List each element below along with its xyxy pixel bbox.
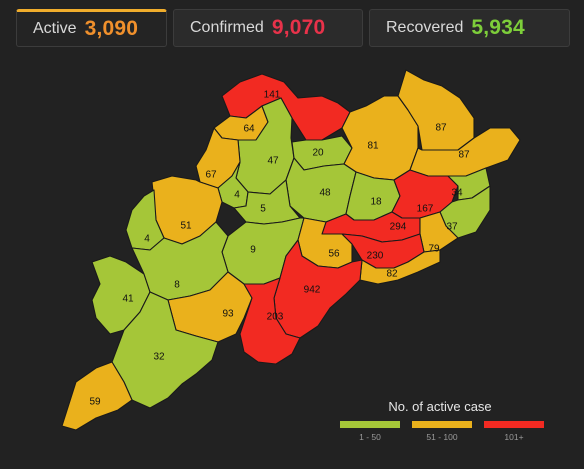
- stat-tabs: Active 3,090 Confirmed 9,070 Recovered 5…: [0, 0, 584, 52]
- tab-recovered[interactable]: Recovered 5,934: [369, 9, 570, 47]
- legend-swatch-low: [340, 421, 400, 428]
- district-region-10[interactable]: [285, 157, 357, 223]
- legend-item-mid: 51 - 100: [412, 421, 472, 442]
- legend: 1 - 50 51 - 100 101+: [340, 421, 544, 451]
- tab-confirmed-value: 9,070: [271, 16, 326, 39]
- tab-active[interactable]: Active 3,090: [16, 9, 167, 47]
- legend-item-high: 101+: [484, 421, 544, 442]
- legend-swatch-mid: [412, 421, 472, 428]
- district-region-28[interactable]: [239, 277, 301, 365]
- legend-title: No. of active case: [388, 399, 492, 414]
- tab-recovered-value: 5,934: [471, 16, 525, 39]
- tab-active-label: Active: [33, 20, 77, 37]
- legend-swatch-high: [484, 421, 544, 428]
- tab-confirmed-label: Confirmed: [190, 19, 264, 36]
- tab-confirmed[interactable]: Confirmed 9,070: [173, 9, 363, 47]
- district-region-23[interactable]: [359, 249, 441, 285]
- legend-label-mid: 51 - 100: [426, 432, 458, 442]
- tab-recovered-label: Recovered: [386, 19, 464, 36]
- legend-label-low: 1 - 50: [359, 432, 381, 442]
- legend-label-high: 101+: [504, 432, 524, 442]
- tab-active-value: 3,090: [84, 17, 139, 40]
- district-region-30[interactable]: [61, 361, 133, 431]
- legend-item-low: 1 - 50: [340, 421, 400, 442]
